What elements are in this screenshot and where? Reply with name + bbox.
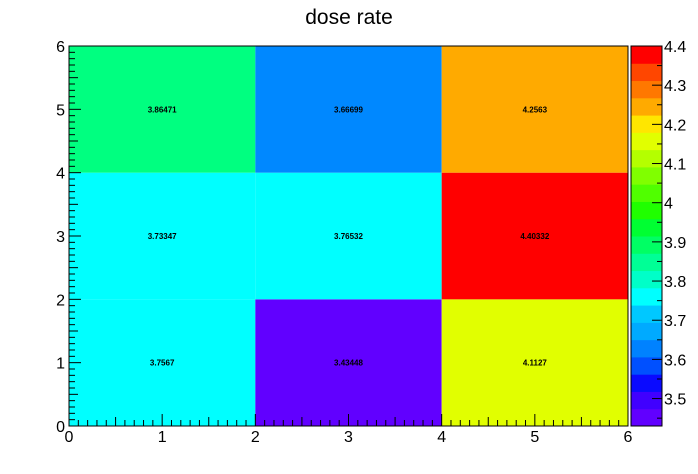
- colorbar-tick-label: 4: [664, 196, 673, 213]
- x-tick-label: 0: [65, 429, 74, 446]
- heatmap-cells: [69, 46, 628, 426]
- cell-value-label: 3.66699: [334, 105, 363, 114]
- heatmap-cell-labels: 3.7567 3.43448 4.1127 3.73347 3.76532 4.40332…: [148, 105, 550, 367]
- cell-value-label: 4.2563: [523, 105, 548, 114]
- y-tick-label: 4: [56, 166, 65, 183]
- colorbar-segment: [631, 339, 662, 358]
- cell-value-label: 3.43448: [334, 359, 363, 368]
- y-tick-label: 3: [56, 229, 65, 246]
- cell-value-label: 3.76532: [334, 232, 363, 241]
- colorbar-segment: [631, 184, 662, 202]
- x-tick-label: 6: [624, 429, 633, 446]
- colorbar-segment: [631, 287, 662, 306]
- colorbar-segment: [631, 149, 662, 168]
- y-tick-label: 2: [56, 292, 65, 309]
- colorbar-segment: [631, 253, 662, 272]
- chart-title: dose rate: [305, 6, 393, 29]
- colorbar-segment: [631, 356, 662, 375]
- heatmap-cell: [441, 299, 628, 426]
- colorbar-segment: [631, 322, 662, 341]
- cell-value-label: 3.7567: [150, 359, 175, 368]
- colorbar-tick-label: 4.1: [664, 157, 686, 174]
- colorbar-tick-label: 3.5: [664, 392, 686, 409]
- heatmap-cell: [441, 172, 628, 300]
- colorbar-tick-label: 4.4: [664, 39, 686, 56]
- x-tick-label: 4: [437, 429, 446, 446]
- colorbar-segment: [631, 115, 662, 133]
- colorbar-segment: [631, 97, 662, 116]
- colorbar-tick-label: 3.6: [664, 352, 686, 369]
- cell-value-label: 4.40332: [520, 232, 549, 241]
- colorbar-segment: [631, 218, 662, 237]
- colorbar-segment: [631, 391, 662, 410]
- cell-value-label: 3.73347: [148, 232, 177, 241]
- x-tick-label: 2: [251, 429, 260, 446]
- colorbar-segment: [631, 201, 662, 220]
- colorbar-segment: [631, 46, 662, 64]
- colorbar-tick-label: 3.8: [664, 274, 686, 291]
- colorbar-segment: [631, 374, 662, 392]
- colorbar-segment: [631, 408, 662, 427]
- x-tick-label: 5: [530, 429, 539, 446]
- y-tick-label: 6: [56, 39, 65, 56]
- heatmap-cell: [69, 299, 256, 426]
- heatmap-cell: [255, 172, 442, 300]
- colorbar-segment: [631, 80, 662, 99]
- colorbar-segment: [631, 270, 662, 289]
- colorbar-segment: [631, 132, 662, 151]
- x-tick-label: 3: [344, 429, 353, 446]
- colorbar: 3.5 3.6 3.7 3.8 3.9 4 4.1 4.2 4.3 4.4: [630, 39, 686, 427]
- colorbar-tick-label: 3.7: [664, 313, 686, 330]
- colorbar-frame: [630, 45, 663, 427]
- y-tick-label: 0: [56, 419, 65, 436]
- colorbar-tick-label: 3.9: [664, 235, 686, 252]
- heatmap-cell: [255, 46, 442, 173]
- cell-value-label: 4.1127: [523, 359, 548, 368]
- y-tick-label: 1: [56, 356, 65, 373]
- x-tick-label: 1: [158, 429, 167, 446]
- axes: 0 1 2 3 4 5 6 0 1 2 3 4 5 6: [56, 39, 632, 446]
- heatmap-cell: [69, 46, 256, 173]
- colorbar-segment: [631, 63, 662, 82]
- colorbar-tick-label: 4.2: [664, 117, 686, 134]
- colorbar-segment: [631, 305, 662, 323]
- y-tick-label: 5: [56, 102, 65, 119]
- heatmap-cell: [441, 46, 628, 173]
- cell-value-label: 3.86471: [148, 105, 177, 114]
- heatmap-cell: [69, 172, 256, 300]
- colorbar-segment: [631, 236, 662, 254]
- colorbar-tick-label: 4.3: [664, 78, 686, 95]
- heatmap-cell: [255, 299, 442, 426]
- colorbar-segment: [631, 166, 662, 185]
